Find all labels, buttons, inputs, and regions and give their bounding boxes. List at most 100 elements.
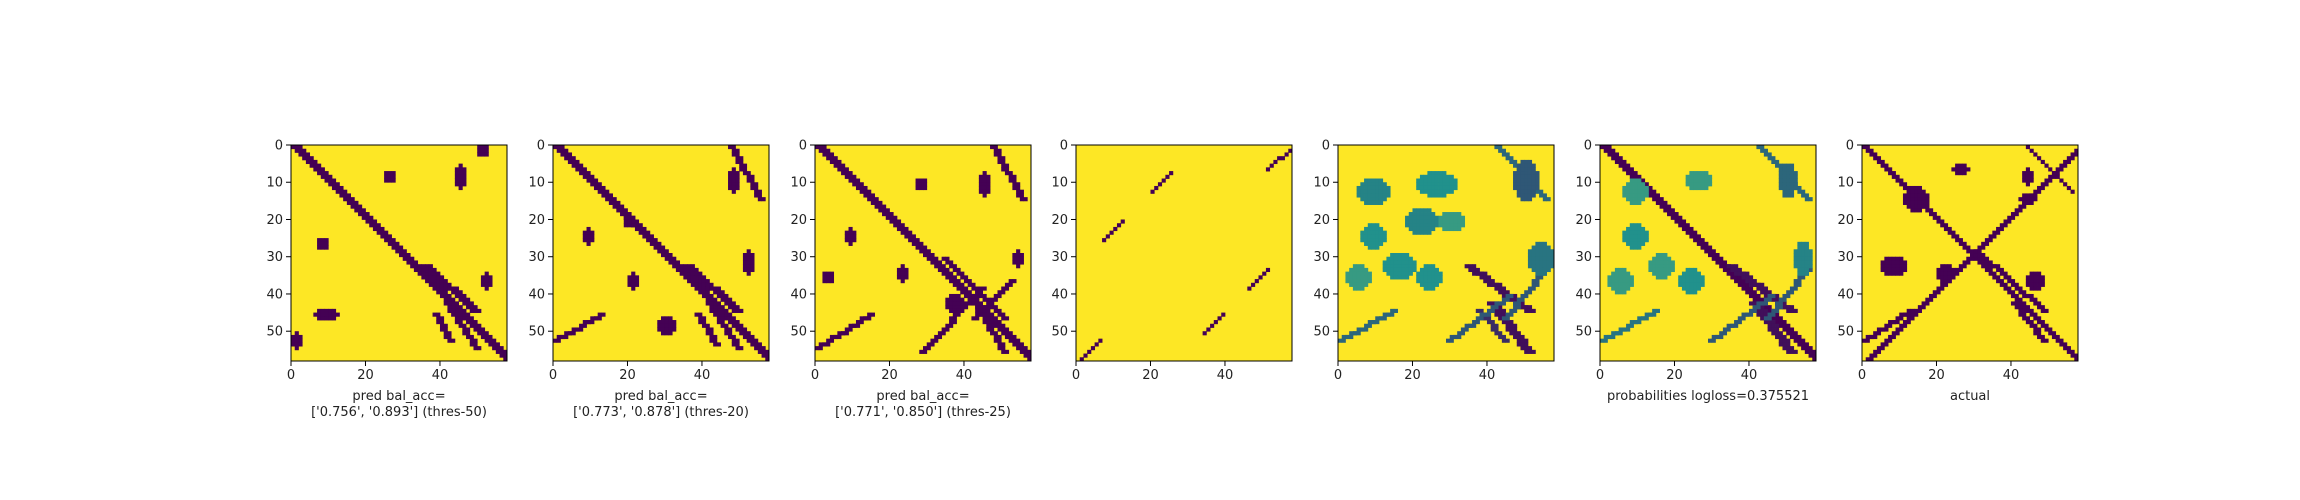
heatmap-cell (1704, 171, 1709, 176)
heatmap-cell (1962, 245, 1967, 250)
heatmap-cell (2055, 171, 2060, 176)
heatmap-cell (1472, 264, 1477, 269)
heatmap-cell (1501, 152, 1506, 157)
heatmap-cell (458, 308, 463, 313)
heatmap-cell (1527, 308, 1533, 313)
heatmap-cell (597, 185, 602, 191)
heatmap-cell (590, 316, 595, 321)
heatmap-cell (1700, 171, 1705, 176)
heatmap-cell (1778, 301, 1783, 306)
heatmap-cell (579, 323, 584, 328)
heatmap-cell (324, 245, 329, 250)
heatmap-cell (1611, 156, 1616, 161)
heatmap-cell (1427, 226, 1432, 232)
heatmap-cell (1748, 290, 1754, 295)
heatmap-cell (1505, 327, 1510, 332)
heatmap-cell (1004, 334, 1010, 340)
heatmap-cell (826, 152, 831, 157)
heatmap-cell (1644, 189, 1649, 194)
heatmap-cell (731, 305, 736, 310)
heatmap-cell (1378, 193, 1384, 198)
heatmap-cell (746, 271, 751, 276)
heatmap-cell (1996, 279, 2001, 284)
heatmap-cell (739, 323, 744, 328)
heatmap-cell (1626, 271, 1631, 276)
heatmap-cell (1782, 320, 1787, 325)
heatmap-cell (1527, 163, 1533, 168)
heatmap-cell (1221, 312, 1226, 317)
heatmap-cell (582, 320, 587, 325)
heatmap-cell (1516, 189, 1521, 194)
heatmap-cell (657, 320, 662, 325)
heatmap-cell (2048, 327, 2053, 332)
heatmap-cell (1925, 197, 1930, 202)
heatmap-cell (1416, 223, 1421, 228)
heatmap-cell (2040, 320, 2045, 325)
heatmap-cell (1685, 286, 1690, 291)
heatmap-cell (960, 297, 965, 302)
heatmap-cell (432, 271, 437, 276)
heatmap-cell (844, 238, 849, 243)
heatmap-cell (1981, 256, 1986, 261)
heatmap-cell (1659, 200, 1664, 205)
heatmap-cell (1626, 163, 1631, 168)
heatmap-cell (384, 234, 389, 239)
heatmap-cell (709, 338, 714, 343)
heatmap-cell (309, 156, 314, 161)
heatmap-cell (1408, 215, 1413, 220)
heatmap-cell (1663, 260, 1668, 265)
heatmap-cell (1962, 163, 1967, 168)
heatmap-cell (1622, 167, 1627, 172)
heatmap-cell (1416, 275, 1421, 280)
heatmap-cell (672, 264, 677, 269)
heatmap-cell (844, 327, 849, 332)
heatmap-cell (1386, 271, 1391, 276)
heatmap-cell (1775, 305, 1780, 310)
heatmap-cell (705, 331, 710, 336)
heatmap-cell (1873, 334, 1878, 340)
heatmap-cell (1737, 267, 1742, 273)
heatmap-cell (1371, 200, 1376, 205)
heatmap-cell (993, 323, 998, 328)
heatmap-cell (1786, 349, 1791, 354)
heatmap-cell (930, 253, 935, 258)
heatmap-cell (1367, 189, 1372, 194)
heatmap-cell (997, 338, 1002, 343)
heatmap-cell (1655, 271, 1660, 276)
heatmap-cell (1393, 264, 1398, 269)
heatmap-cell (997, 342, 1002, 347)
heatmap-cell (1367, 230, 1372, 235)
heatmap-cell (1501, 308, 1506, 313)
heatmap-cell (731, 342, 736, 347)
heatmap-cell (1345, 271, 1350, 276)
heatmap-cell (1637, 223, 1642, 228)
y-tick-label: 30 (1051, 250, 1068, 265)
heatmap-cell (1958, 267, 1963, 273)
heatmap-cell (731, 148, 736, 153)
heatmap-cell (1767, 327, 1772, 332)
heatmap-cell (896, 219, 902, 224)
heatmap-cell (627, 275, 632, 280)
heatmap-cell (1748, 312, 1754, 317)
heatmap-cell (915, 245, 920, 250)
heatmap-cell (2029, 293, 2034, 299)
heatmap-cell (1449, 185, 1454, 191)
heatmap-cell (1700, 178, 1705, 183)
heatmap-cell (1786, 174, 1791, 179)
heatmap-cell (709, 327, 714, 332)
heatmap-cell (1801, 267, 1806, 273)
heatmap-cell (1940, 264, 1945, 269)
heatmap-cell (1001, 327, 1006, 332)
heatmap-cell (960, 305, 965, 310)
heatmap-cell (1862, 145, 1867, 150)
heatmap-cell (919, 178, 924, 183)
heatmap-cell (1689, 271, 1694, 276)
heatmap-cell (1453, 185, 1458, 191)
y-tick-label: 20 (266, 213, 283, 228)
heatmap-cell (372, 226, 378, 232)
heatmap-cell (757, 342, 762, 347)
heatmap-cell (1535, 253, 1540, 258)
heatmap-cell (1150, 189, 1155, 194)
heatmap-cell (462, 316, 467, 321)
heatmap-cell (900, 275, 905, 280)
